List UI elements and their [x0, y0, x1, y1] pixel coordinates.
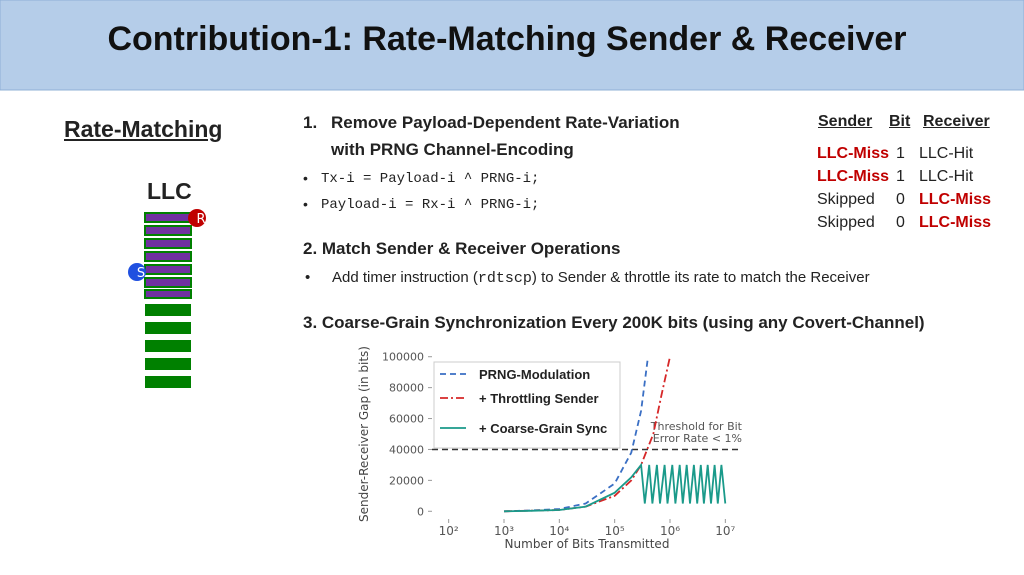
sender-cell: LLC-Miss — [817, 168, 889, 185]
text: ) to Sender & throttle its rate to match… — [531, 269, 870, 286]
bullet: • — [303, 170, 308, 186]
bullet: • — [303, 196, 308, 212]
receiver-marker — [188, 209, 206, 227]
legend-box — [433, 361, 621, 449]
section-title: 3. Coarse-Grain Synchronization Every 20… — [303, 313, 925, 332]
bit-cell: 0 — [896, 191, 905, 208]
y-tick-label: 0 — [417, 505, 424, 518]
x-tick-label: 10⁴ — [549, 524, 569, 538]
receiver-cell: LLC-Hit — [919, 145, 974, 162]
bit-cell: 1 — [896, 145, 905, 162]
cache-line — [145, 358, 191, 370]
bullet-text: Add timer instruction (rdtscp) to Sender… — [332, 269, 870, 287]
x-tick-label: 10⁶ — [660, 524, 680, 538]
legend-label: + Coarse-Grain Sync — [479, 421, 607, 436]
sender-label: S — [137, 266, 145, 281]
x-axis-label: Number of Bits Transmitted — [505, 537, 670, 551]
y-axis-label: Sender-Receiver Gap (in bits) — [357, 346, 371, 522]
bit-cell: 1 — [896, 168, 905, 185]
x-tick-label: 10³ — [494, 524, 514, 538]
y-tick-label: 100000 — [382, 351, 424, 364]
bit-cell: 0 — [896, 214, 905, 231]
table-header: Bit — [889, 113, 911, 130]
sender-cell: LLC-Miss — [817, 145, 889, 162]
table-header: Receiver — [923, 113, 990, 130]
sender-marker — [128, 263, 146, 281]
y-tick-label: 80000 — [389, 382, 424, 395]
section-title: Remove Payload-Dependent Rate-Variation — [331, 113, 680, 132]
llc-diagram: R S — [128, 209, 206, 388]
x-tick-label: 10² — [439, 524, 459, 538]
cache-line — [144, 251, 192, 262]
cache-line — [145, 322, 191, 334]
receiver-cell: LLC-Hit — [919, 168, 974, 185]
receiver-label: R — [196, 212, 205, 227]
sender-cell: Skipped — [817, 191, 875, 208]
bullet: • — [305, 269, 311, 286]
threshold-label: Error Rate < 1% — [653, 432, 742, 445]
threshold-label: Threshold for Bit — [650, 420, 743, 433]
code-bullet: Payload-i = Rx-i ^ PRNG-i; — [321, 197, 540, 213]
sender-cell: Skipped — [817, 214, 875, 231]
legend-label: PRNG-Modulation — [479, 367, 590, 382]
left-heading: Rate-Matching — [64, 116, 223, 142]
series-line — [503, 462, 727, 513]
cache-line — [145, 304, 191, 316]
cache-line — [144, 225, 192, 236]
receiver-cell: LLC-Miss — [919, 214, 991, 231]
cache-line — [144, 264, 192, 275]
y-tick-label: 20000 — [389, 474, 424, 487]
x-tick-label: 10⁷ — [715, 524, 735, 538]
section-number: 1. — [303, 113, 318, 132]
header-band — [0, 0, 1024, 91]
cache-line — [144, 212, 192, 223]
section-title: with PRNG Channel-Encoding — [331, 140, 574, 159]
cache-line — [144, 277, 192, 288]
code-bullet: Tx-i = Payload-i ^ PRNG-i; — [321, 171, 540, 187]
section-title: 2. Match Sender & Receiver Operations — [303, 239, 621, 258]
cache-line — [144, 289, 192, 299]
y-tick-label: 40000 — [389, 443, 424, 456]
code: rdtscp — [477, 270, 532, 287]
cache-line — [144, 238, 192, 249]
y-tick-label: 60000 — [389, 413, 424, 426]
cache-line — [145, 340, 191, 352]
receiver-cell: LLC-Miss — [919, 191, 991, 208]
slide-title: Contribution-1: Rate-Matching Sender & R… — [107, 20, 907, 58]
text: Add timer instruction ( — [332, 269, 478, 286]
x-tick-label: 10⁵ — [605, 524, 625, 538]
cache-line — [145, 376, 191, 388]
table-header: Sender — [818, 113, 873, 130]
legend-label: + Throttling Sender — [479, 391, 599, 406]
llc-label: LLC — [147, 178, 192, 204]
